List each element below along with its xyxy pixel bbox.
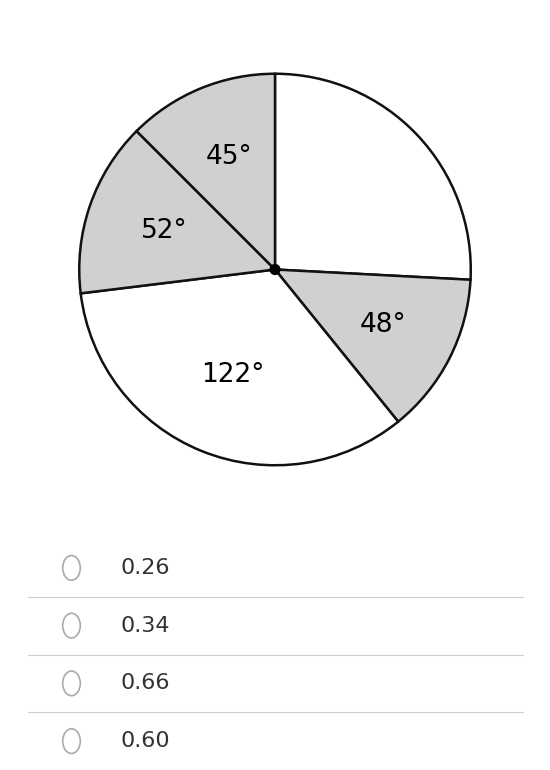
Text: 48°: 48° — [360, 312, 406, 337]
Text: 122°: 122° — [201, 362, 264, 388]
Wedge shape — [79, 131, 275, 293]
Text: 0.34: 0.34 — [121, 616, 170, 635]
Text: 45°: 45° — [205, 144, 252, 170]
Text: 0.26: 0.26 — [121, 558, 170, 578]
Text: 0.66: 0.66 — [121, 674, 170, 693]
Wedge shape — [275, 270, 470, 422]
Wedge shape — [81, 270, 398, 465]
Wedge shape — [275, 74, 471, 280]
Text: 0.60: 0.60 — [121, 732, 170, 751]
Circle shape — [270, 265, 280, 274]
Text: 52°: 52° — [141, 218, 187, 244]
Wedge shape — [136, 74, 275, 270]
